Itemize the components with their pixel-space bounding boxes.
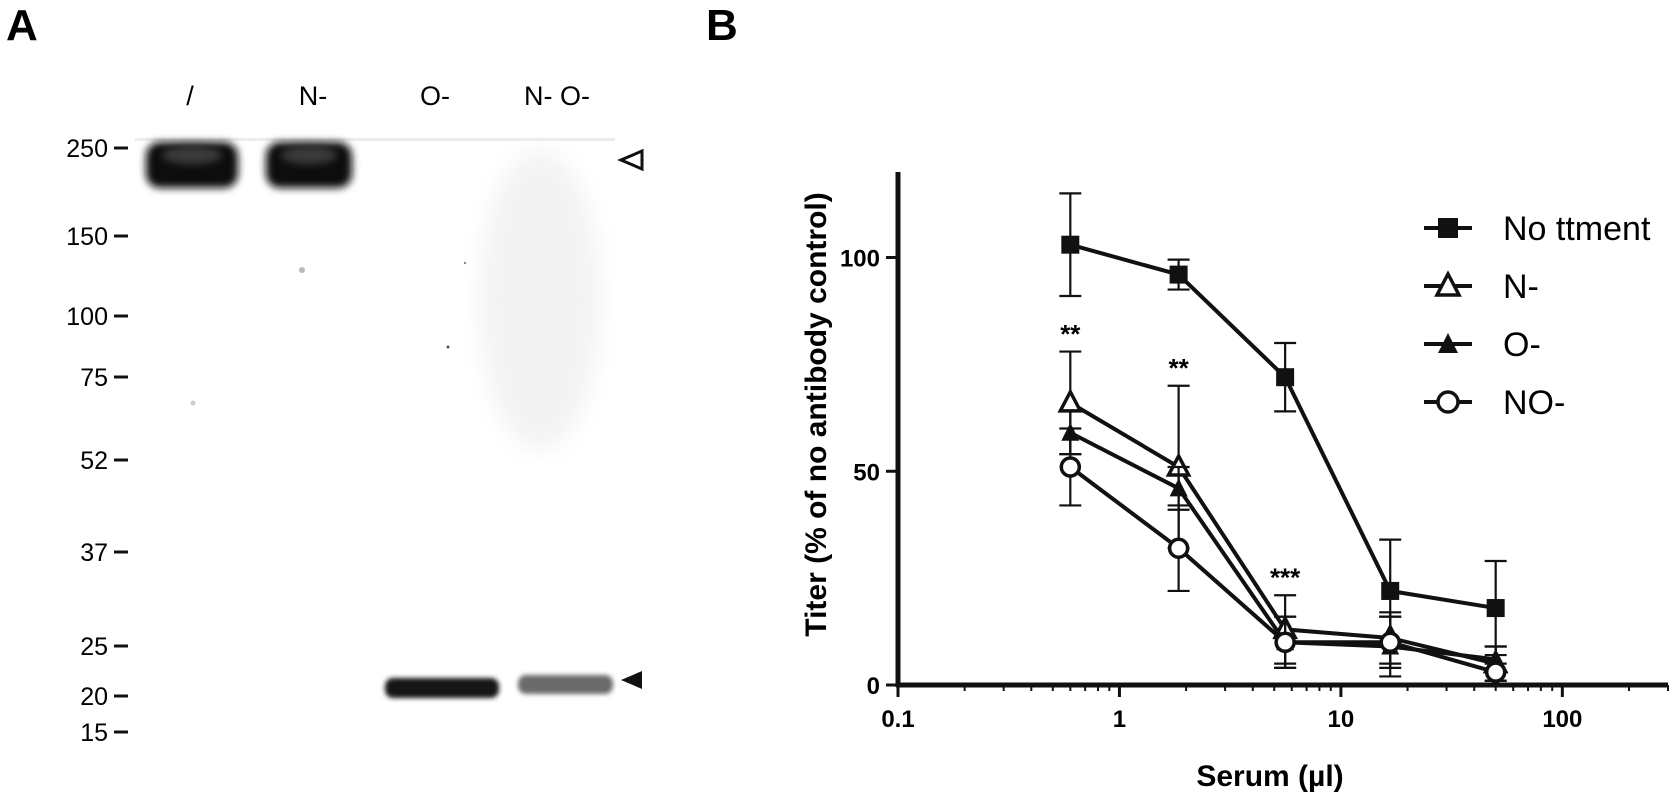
filled-triangle-arrow	[621, 671, 642, 689]
y-tick-label: 100	[840, 246, 880, 273]
open-triangle-arrow	[617, 148, 644, 172]
x-axis-label: Serum (µl)	[1196, 760, 1343, 793]
mw-label-150: 150	[66, 223, 108, 251]
open-circle-marker	[1274, 631, 1296, 653]
x-tick-label: 100	[1542, 706, 1582, 733]
open-triangle-marker	[1434, 270, 1462, 297]
blot-haze	[480, 150, 600, 450]
filled-square-marker	[1276, 368, 1295, 387]
lane-label-untreated: /	[186, 81, 194, 111]
mw-label-75: 75	[80, 364, 108, 392]
series-layer	[1057, 192, 1509, 683]
significance-stars: **	[1060, 319, 1081, 349]
mw-label-100: 100	[66, 303, 108, 331]
mw-label-37: 37	[80, 539, 108, 567]
x-tick-label: 0.1	[881, 706, 914, 733]
legend-label: No ttment	[1503, 210, 1651, 248]
significance-stars: **	[1168, 353, 1189, 383]
panel-a-letter: A	[6, 1, 38, 50]
series-NO-	[1059, 427, 1507, 683]
open-triangle-marker	[1057, 388, 1084, 413]
x-tick-label: 1	[1113, 706, 1126, 733]
blot-speck	[190, 400, 196, 406]
open-circle-marker	[1167, 537, 1190, 559]
blot-speck	[299, 267, 305, 273]
filled-square-marker	[1169, 265, 1188, 284]
filled-square-marker	[1486, 599, 1505, 618]
blot-speck	[463, 261, 467, 265]
x-ticks: 0.1 1 10 100	[881, 685, 1669, 733]
mw-markers: 250 150 100 75 52 37 25 20 15	[66, 135, 128, 747]
band-n-high-core	[281, 146, 337, 164]
lane-label-n: N-	[299, 81, 328, 111]
y-tick-label: 50	[853, 459, 880, 486]
blot-speck	[446, 345, 450, 349]
chart-axes	[895, 172, 1668, 688]
y-axis-label: Titer (% of no antibody control)	[800, 192, 833, 636]
band-n-o-low	[518, 675, 613, 694]
band-o-low	[385, 678, 499, 698]
filled-triangle-marker	[1438, 333, 1458, 353]
filled-square-marker	[1061, 235, 1080, 254]
filled-triangle-marker	[1169, 478, 1188, 497]
legend-label: N-	[1503, 268, 1539, 306]
x-tick-label: 10	[1328, 706, 1355, 733]
open-circle-marker	[1379, 631, 1401, 653]
titer-line-chart: 0.1 1 10 100 0 50 100 Titer (% of no antibody…	[800, 172, 1669, 793]
filled-square-marker	[1381, 581, 1400, 600]
lane-label-n-o: N- O-	[524, 81, 590, 111]
filled-square-marker	[1438, 218, 1458, 238]
band-untreated-high-core	[162, 146, 222, 164]
open-circle-marker	[1484, 661, 1507, 683]
mw-label-20: 20	[80, 683, 108, 711]
panel-b-letter: B	[706, 1, 738, 50]
significance-stars: ***	[1270, 563, 1301, 593]
lane-label-o: O-	[420, 81, 450, 111]
western-blot	[135, 130, 615, 730]
legend: No ttment N- O- NO-	[1424, 210, 1651, 422]
mw-label-52: 52	[80, 447, 108, 475]
open-circle-marker	[1059, 456, 1082, 478]
blot-top-edge	[135, 138, 615, 141]
mw-label-250: 250	[66, 135, 108, 163]
mw-label-15: 15	[80, 719, 108, 747]
series-line	[1069, 242, 1497, 611]
y-tick-label: 0	[867, 673, 880, 700]
y-ticks: 0 50 100	[840, 246, 898, 700]
legend-label: NO-	[1503, 384, 1565, 422]
open-circle-marker	[1436, 390, 1460, 414]
legend-label: O-	[1503, 326, 1541, 364]
significance-annotations: *******	[1060, 319, 1301, 593]
mw-label-25: 25	[80, 633, 108, 661]
